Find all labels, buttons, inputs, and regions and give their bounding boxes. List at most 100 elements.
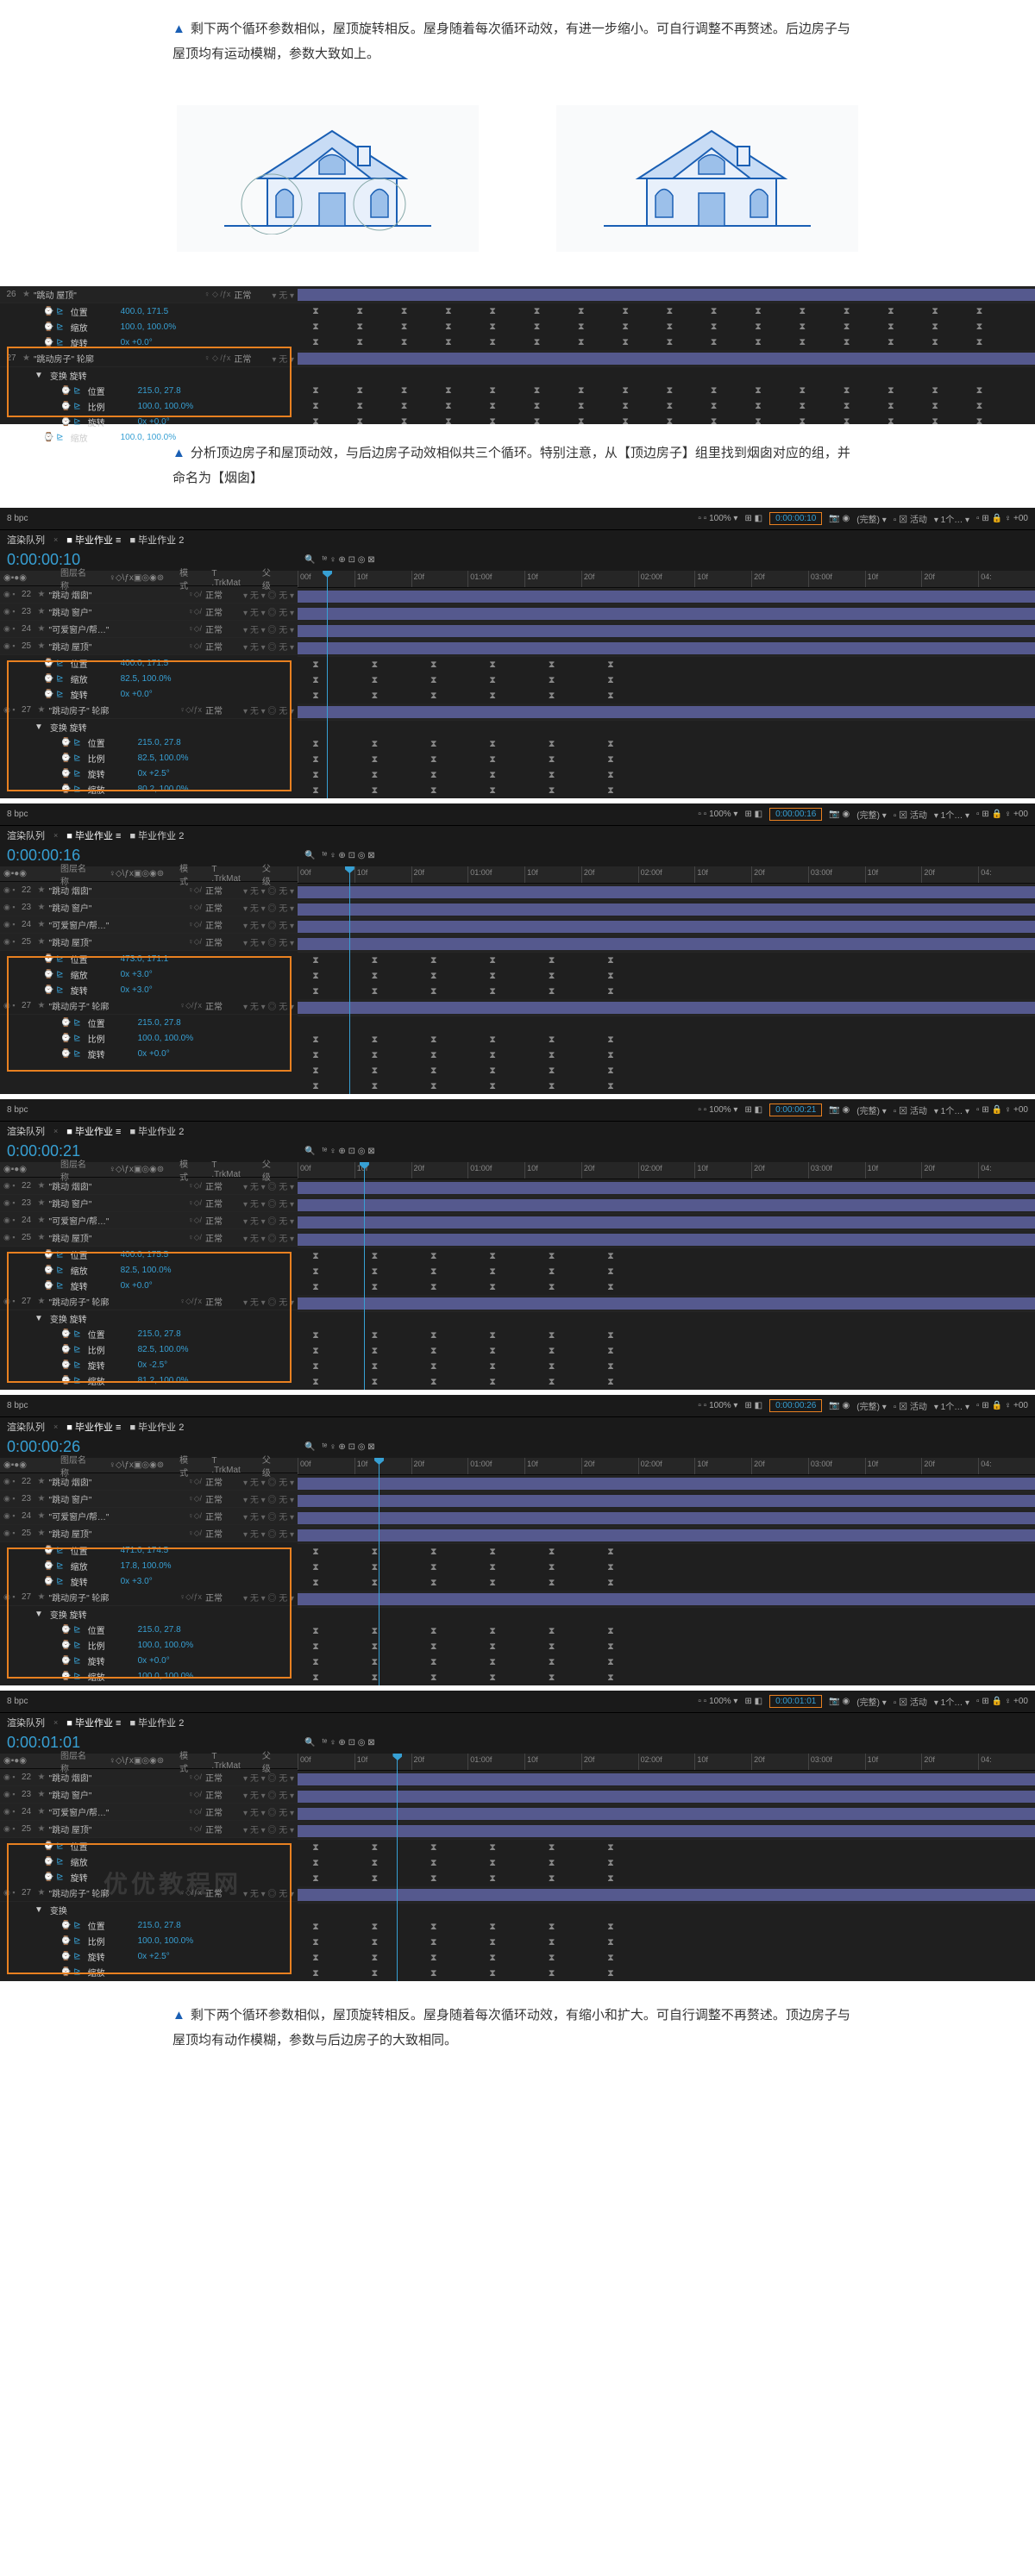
property-row[interactable]: ⌚ ⊵缩放100.0, 100.0% bbox=[0, 1668, 298, 1684]
playhead[interactable] bbox=[397, 1754, 398, 1981]
keyframe-icon[interactable]: ⧗ bbox=[607, 1377, 614, 1388]
keyframe-row[interactable]: ⧗⧗⧗⧗⧗⧗ bbox=[298, 1063, 1035, 1079]
keyframe-icon[interactable]: ⧗ bbox=[372, 1842, 379, 1854]
layer-row[interactable]: ◉ ▪ 25 ★ "跳动 屋顶" ♀◇/ 正常 ▾ 无 ▾ ◎ 无 ▾ bbox=[0, 1821, 298, 1838]
keyframe-icon[interactable]: ⧗ bbox=[667, 322, 674, 333]
property-row[interactable]: ⌚ ⊵旋转0x +0.0° bbox=[0, 1653, 298, 1668]
keyframe-icon[interactable]: ⧗ bbox=[372, 1626, 379, 1637]
keyframe-icon[interactable]: ⧗ bbox=[312, 1050, 319, 1061]
timeline[interactable]: 00f10f20f01:00f10f20f02:00f10f20f03:00f1… bbox=[298, 571, 1035, 798]
keyframe-icon[interactable]: ⧗ bbox=[607, 770, 614, 781]
keyframe-icon[interactable]: ⧗ bbox=[607, 1361, 614, 1372]
keyframe-icon[interactable]: ⧗ bbox=[549, 1641, 555, 1653]
keyframe-row[interactable]: ⧗⧗⧗⧗⧗⧗ bbox=[298, 1950, 1035, 1966]
keyframe-icon[interactable]: ⧗ bbox=[549, 1922, 555, 1933]
keyframe-icon[interactable]: ⧗ bbox=[549, 955, 555, 966]
keyframe-icon[interactable]: ⧗ bbox=[607, 1968, 614, 1979]
keyframe-icon[interactable]: ⧗ bbox=[312, 770, 319, 781]
layer-row[interactable]: ◉ ▪ 24 ★ "可爱窗户/帮…" ♀◇/ 正常 ▾ 无 ▾ ◎ 无 ▾ bbox=[0, 916, 298, 934]
view-icons[interactable]: ▫ ⊠ 活动 bbox=[894, 808, 927, 821]
keyframe-icon[interactable]: ⧗ bbox=[549, 754, 555, 766]
keyframe-row[interactable]: ⧗⧗⧗⧗⧗⧗⧗⧗⧗⧗⧗⧗⧗⧗⧗⧗ bbox=[298, 414, 1035, 424]
transform-group[interactable]: ▼ 变换 旋转 bbox=[0, 719, 298, 735]
keyframe-icon[interactable]: ⧗ bbox=[372, 1922, 379, 1933]
more-icons[interactable]: ▫ ⊞ 🔒 ♀ +00 bbox=[976, 1401, 1028, 1410]
keyframe-row[interactable]: ⧗⧗⧗⧗⧗⧗ bbox=[298, 1032, 1035, 1047]
keyframe-icon[interactable]: ⧗ bbox=[489, 971, 496, 982]
stopwatch-icon[interactable]: ⌚ ⊵ bbox=[43, 954, 64, 964]
keyframe-icon[interactable]: ⧗ bbox=[312, 1081, 319, 1092]
property-row[interactable]: ⌚ ⊵位置 bbox=[0, 1838, 298, 1854]
keyframe-icon[interactable]: ⧗ bbox=[799, 416, 806, 425]
keyframe-icon[interactable]: ⧗ bbox=[312, 660, 319, 671]
keyframe-icon[interactable]: ⧗ bbox=[430, 986, 437, 997]
keyframe-icon[interactable]: ⧗ bbox=[607, 691, 614, 702]
keyframe-icon[interactable]: ⧗ bbox=[888, 322, 894, 333]
keyframe-icon[interactable]: ⧗ bbox=[844, 306, 850, 317]
keyframe-icon[interactable]: ⧗ bbox=[549, 1562, 555, 1573]
keyframe-icon[interactable]: ⧗ bbox=[312, 1361, 319, 1372]
keyframe-icon[interactable]: ⧗ bbox=[312, 739, 319, 750]
tab-comp2[interactable]: ■ 毕业作业 2 bbox=[129, 1124, 184, 1138]
property-row[interactable]: ⌚ ⊵旋转0x +2.5° bbox=[0, 1948, 298, 1964]
layer-row[interactable]: ◉ ▪ 25 ★ "跳动 屋顶" ♀◇/ 正常 ▾ 无 ▾ ◎ 无 ▾ bbox=[0, 638, 298, 655]
current-time[interactable]: 0:00:00:10 bbox=[0, 549, 298, 571]
keyframe-icon[interactable]: ⧗ bbox=[401, 385, 408, 397]
keyframe-icon[interactable]: ⧗ bbox=[356, 337, 363, 348]
keyframe-icon[interactable]: ⧗ bbox=[489, 770, 496, 781]
keyframe-icon[interactable]: ⧗ bbox=[372, 1251, 379, 1262]
keyframe-icon[interactable]: ⧗ bbox=[667, 416, 674, 425]
keyframe-icon[interactable]: ⧗ bbox=[372, 1081, 379, 1092]
toolbar-icons[interactable]: ᵗᵉ ♀ ⊕ ⊡ ◎ ⊠ bbox=[322, 851, 374, 860]
keyframe-icon[interactable]: ⧗ bbox=[799, 322, 806, 333]
keyframe-icon[interactable]: ⧗ bbox=[372, 1657, 379, 1668]
keyframe-icon[interactable]: ⧗ bbox=[445, 416, 452, 425]
keyframe-icon[interactable]: ⧗ bbox=[356, 416, 363, 425]
view-dropdown[interactable]: ▾ 1个… ▾ bbox=[934, 1695, 969, 1708]
tab-render-queue[interactable]: 渲染队列 bbox=[7, 1716, 45, 1729]
keyframe-icon[interactable]: ⧗ bbox=[312, 1641, 319, 1653]
keyframe-icon[interactable]: ⧗ bbox=[430, 754, 437, 766]
keyframe-icon[interactable]: ⧗ bbox=[844, 337, 850, 348]
keyframe-icon[interactable]: ⧗ bbox=[489, 1578, 496, 1589]
keyframe-icon[interactable]: ⧗ bbox=[607, 785, 614, 797]
keyframe-icon[interactable]: ⧗ bbox=[932, 385, 938, 397]
view-dropdown[interactable]: ▾ 1个… ▾ bbox=[934, 808, 969, 821]
keyframe-icon[interactable]: ⧗ bbox=[489, 1035, 496, 1046]
keyframe-icon[interactable]: ⧗ bbox=[372, 1377, 379, 1388]
stopwatch-icon[interactable]: ⌚ ⊵ bbox=[60, 1936, 81, 1946]
layer-row[interactable]: ◉ ▪ 22 ★ "跳动 烟囱" ♀◇/ 正常 ▾ 无 ▾ ◎ 无 ▾ bbox=[0, 586, 298, 603]
tool-icon[interactable]: ⊞ ◧ bbox=[744, 1697, 762, 1706]
res-dropdown[interactable]: (完整) ▾ bbox=[856, 512, 886, 525]
keyframe-icon[interactable]: ⧗ bbox=[549, 1266, 555, 1278]
keyframe-icon[interactable]: ⧗ bbox=[622, 401, 629, 412]
keyframe-icon[interactable]: ⧗ bbox=[607, 1937, 614, 1948]
search-icon[interactable]: 🔍 bbox=[304, 851, 315, 860]
keyframe-icon[interactable]: ⧗ bbox=[976, 306, 983, 317]
keyframe-icon[interactable]: ⧗ bbox=[489, 337, 496, 348]
time-ruler[interactable]: 00f10f20f01:00f10f20f02:00f10f20f03:00f1… bbox=[298, 866, 1035, 884]
keyframe-icon[interactable]: ⧗ bbox=[430, 675, 437, 686]
keyframe-icon[interactable]: ⧗ bbox=[312, 1330, 319, 1341]
stopwatch-icon[interactable]: ⌚ ⊵ bbox=[60, 402, 81, 411]
keyframe-icon[interactable]: ⧗ bbox=[549, 660, 555, 671]
zoom-dropdown[interactable]: ▫ ▫ 100% ▾ bbox=[698, 1697, 737, 1706]
keyframe-icon[interactable]: ⧗ bbox=[549, 1066, 555, 1077]
keyframe-icon[interactable]: ⧗ bbox=[372, 1578, 379, 1589]
timeline-1[interactable]: ⧗⧗⧗⧗⧗⧗⧗⧗⧗⧗⧗⧗⧗⧗⧗⧗⧗⧗⧗⧗⧗⧗⧗⧗⧗⧗⧗⧗⧗⧗⧗⧗⧗⧗⧗⧗⧗⧗⧗⧗… bbox=[298, 286, 1035, 424]
tab-render-queue[interactable]: 渲染队列 bbox=[7, 1420, 45, 1434]
layer-row[interactable]: ◉ ▪ 24 ★ "可爱窗户/帮…" ♀◇/ 正常 ▾ 无 ▾ ◎ 无 ▾ bbox=[0, 1508, 298, 1525]
camera-icon[interactable]: 📷 ◉ bbox=[829, 810, 850, 819]
keyframe-icon[interactable]: ⧗ bbox=[607, 675, 614, 686]
keyframe-icon[interactable]: ⧗ bbox=[372, 1547, 379, 1558]
keyframe-icon[interactable]: ⧗ bbox=[312, 986, 319, 997]
keyframe-icon[interactable]: ⧗ bbox=[534, 401, 541, 412]
zoom-dropdown[interactable]: ▫ ▫ 100% ▾ bbox=[698, 810, 737, 819]
stopwatch-icon[interactable]: ⌚ ⊵ bbox=[60, 1921, 81, 1930]
camera-icon[interactable]: 📷 ◉ bbox=[829, 1401, 850, 1410]
layer-row[interactable]: ◉ ▪ 23 ★ "跳动 窗户" ♀◇/ 正常 ▾ 无 ▾ ◎ 无 ▾ bbox=[0, 1491, 298, 1508]
keyframe-icon[interactable]: ⧗ bbox=[844, 385, 850, 397]
keyframe-row[interactable]: ⧗⧗⧗⧗⧗⧗ bbox=[298, 1328, 1035, 1343]
stopwatch-icon[interactable]: ⌚ ⊵ bbox=[43, 1546, 64, 1555]
tab-render-queue[interactable]: 渲染队列 bbox=[7, 828, 45, 842]
